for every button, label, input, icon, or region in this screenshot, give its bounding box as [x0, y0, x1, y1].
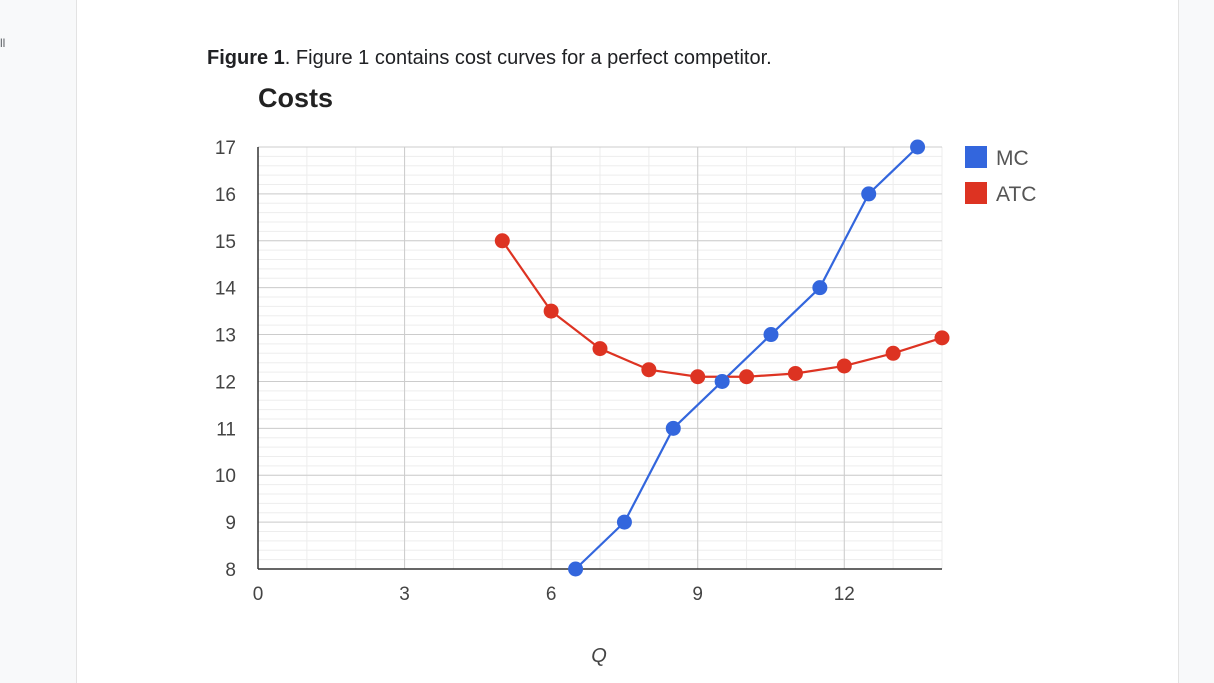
axes — [257, 147, 942, 570]
atc-legend-label: ATC — [996, 183, 1036, 206]
legend: MC ATC — [965, 146, 1036, 206]
mc-point — [763, 327, 779, 343]
atc-point — [690, 369, 706, 385]
atc-point — [739, 369, 755, 385]
x-tick-label: 6 — [546, 584, 557, 605]
figure-label: Figure 1 — [207, 47, 285, 69]
y-tick-label: 11 — [216, 419, 236, 440]
x-tick-label: 12 — [834, 584, 855, 605]
mc-point — [910, 139, 926, 155]
y-tick-label: 9 — [225, 513, 236, 534]
figure-caption-text: . Figure 1 contains cost curves for a pe… — [284, 47, 772, 69]
x-tick-label: 0 — [253, 584, 264, 605]
atc-point — [641, 362, 657, 378]
series-lines — [501, 146, 943, 570]
mc-legend-label: MC — [996, 147, 1029, 170]
atc-point — [836, 358, 852, 374]
y-tick-label: 10 — [215, 466, 236, 487]
y-tick-label: 17 — [215, 138, 236, 159]
x-axis-label: Q — [591, 645, 607, 667]
mc-point — [665, 420, 681, 436]
mc-point — [812, 280, 828, 296]
atc-line — [501, 240, 943, 378]
atc-legend-swatch — [965, 182, 987, 204]
y-tick-label: 15 — [215, 232, 236, 253]
mc-point — [714, 373, 730, 389]
x-tick-label: 3 — [399, 584, 410, 605]
y-tick-label: 13 — [215, 326, 236, 347]
y-tick-label: 14 — [215, 279, 237, 300]
atc-point — [494, 233, 510, 249]
mc-point — [616, 514, 632, 530]
x-tick-labels: 0 3 6 9 12 — [253, 584, 855, 605]
atc-point — [885, 345, 901, 361]
y-tick-label: 16 — [215, 185, 236, 206]
chart-title: Costs — [258, 83, 333, 113]
atc-point — [787, 365, 803, 381]
minor-grid — [257, 146, 943, 570]
y-tick-label: 8 — [225, 560, 236, 581]
series-points — [494, 139, 950, 577]
atc-point — [543, 303, 559, 319]
figure-caption: Figure 1. Figure 1 contains cost curves … — [207, 47, 772, 70]
atc-point — [934, 330, 950, 346]
mc-point — [861, 186, 877, 202]
sidebar-marker: ll — [0, 36, 6, 50]
mc-legend-swatch — [965, 146, 987, 168]
mc-line — [574, 146, 919, 570]
y-tick-label: 12 — [215, 372, 236, 393]
y-tick-labels: 8 9 10 11 12 13 14 15 16 17 — [215, 138, 237, 581]
mc-point — [568, 561, 584, 577]
atc-point — [592, 341, 608, 357]
x-tick-label: 9 — [692, 584, 703, 605]
